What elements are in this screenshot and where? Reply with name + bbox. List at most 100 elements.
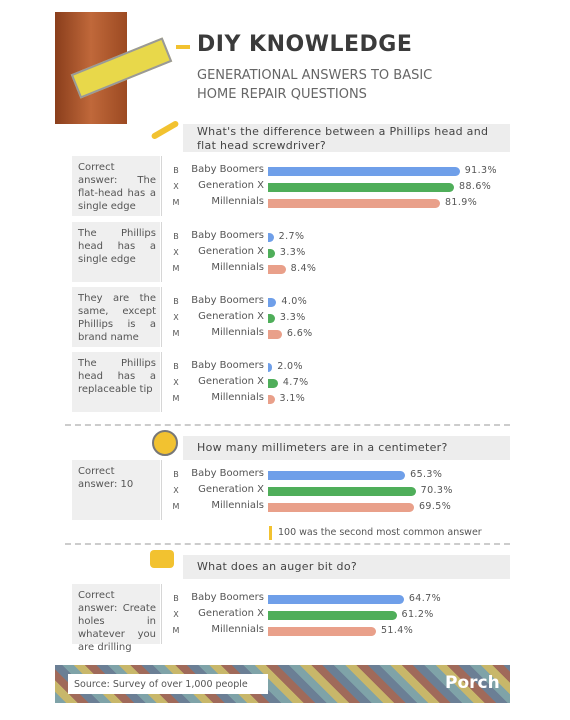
- value-label: 69.5%: [418, 501, 452, 512]
- bar: [268, 611, 397, 620]
- generation-letter: M: [172, 198, 180, 207]
- generation-letter: M: [172, 394, 180, 403]
- screwdriver-icon: [150, 119, 180, 141]
- value-label: 3.3%: [279, 247, 306, 258]
- bar: [268, 183, 455, 192]
- generation-letter: M: [172, 626, 180, 635]
- value-label: 61.2%: [401, 609, 434, 620]
- generation-letter: M: [172, 329, 180, 338]
- answer: The Phillips head has a replaceable tip: [78, 358, 156, 395]
- generation-letter: M: [172, 502, 180, 511]
- generation-letter: X: [173, 486, 179, 495]
- bar: [268, 298, 277, 307]
- bar: [268, 265, 286, 274]
- answer: Correct answer: 10: [78, 466, 134, 490]
- bar: [268, 167, 460, 176]
- generation-name: Generation X: [198, 311, 264, 322]
- bar: [268, 395, 275, 404]
- generation-letter: B: [173, 297, 179, 306]
- source: Source: Survey of over 1,000 people: [74, 679, 248, 690]
- answer-box: [72, 460, 160, 520]
- bar: [268, 199, 440, 208]
- generation-letter: B: [173, 594, 179, 603]
- divider: [161, 287, 162, 347]
- value-label: 64.7%: [408, 593, 442, 604]
- generation-name: Generation X: [198, 484, 264, 495]
- answer-box: [72, 584, 160, 644]
- bar: [268, 503, 414, 512]
- value-label: 2.0%: [277, 361, 303, 372]
- answer: Correct answer: The flat-head has a sing…: [78, 162, 156, 212]
- value-label: 4.7%: [282, 377, 309, 388]
- answer: Correct answer: Create holes in whatever…: [78, 590, 156, 653]
- bar: [268, 249, 275, 258]
- divider: [161, 584, 162, 644]
- answer: The Phillips head has a single edge: [78, 228, 156, 265]
- value-label: 81.9%: [444, 197, 478, 208]
- generation-name: Millennials: [211, 624, 264, 635]
- question-band: [183, 555, 510, 579]
- question: What does an auger bit do?: [197, 560, 357, 573]
- generation-name: Generation X: [198, 246, 264, 257]
- bar: [268, 595, 404, 604]
- generation-name: Millennials: [211, 327, 264, 338]
- generation-name: Millennials: [211, 500, 264, 511]
- bar: [268, 233, 274, 242]
- answer: They are the same, except Phillips is a …: [78, 293, 156, 343]
- bar: [268, 330, 282, 339]
- value-label: 70.3%: [420, 485, 453, 496]
- bar: [268, 363, 273, 372]
- generation-name: Generation X: [198, 180, 264, 191]
- generation-name: Baby Boomers: [191, 230, 264, 241]
- accent: [176, 45, 190, 49]
- answer-box: [72, 287, 160, 347]
- drill-icon: [150, 550, 174, 568]
- bar: [268, 627, 376, 636]
- value-label: 65.3%: [410, 469, 443, 480]
- value-label: 3.3%: [279, 312, 306, 323]
- generation-letter: B: [173, 362, 179, 371]
- generation-name: Millennials: [211, 262, 264, 273]
- title: DIY KNOWLEDGE: [197, 32, 413, 57]
- generation-letter: M: [172, 264, 180, 273]
- generation-letter: X: [173, 378, 179, 387]
- separator: [65, 424, 510, 426]
- value-label: 88.6%: [459, 181, 492, 192]
- generation-letter: X: [173, 182, 179, 191]
- note: 100 was the second most common answer: [278, 527, 482, 538]
- generation-name: Generation X: [198, 608, 264, 619]
- generation-letter: X: [173, 248, 179, 257]
- generation-letter: X: [173, 313, 179, 322]
- source-box: [68, 674, 268, 694]
- question-band: [183, 436, 510, 460]
- question: What's the difference between a Phillips…: [197, 125, 489, 152]
- generation-letter: B: [173, 166, 179, 175]
- generation-letter: X: [173, 610, 179, 619]
- generation-letter: B: [173, 470, 179, 479]
- bar: [268, 487, 416, 496]
- bar: [268, 379, 278, 388]
- question-band: [183, 124, 510, 152]
- value-label: 6.6%: [286, 328, 313, 339]
- answer-box: [72, 156, 160, 216]
- value-label: 8.4%: [290, 263, 317, 274]
- generation-name: Baby Boomers: [191, 468, 264, 479]
- divider: [161, 156, 162, 216]
- generation-name: Baby Boomers: [191, 592, 264, 603]
- bar: [268, 314, 275, 323]
- note-accent: [269, 526, 272, 540]
- value-label: 51.4%: [380, 625, 414, 636]
- generation-name: Generation X: [198, 376, 264, 387]
- value-label: 91.3%: [464, 165, 497, 176]
- generation-name: Baby Boomers: [191, 360, 264, 371]
- value-label: 4.0%: [281, 296, 308, 307]
- subtitle: GENERATIONAL ANSWERS TO BASIC HOME REPAI…: [197, 68, 433, 102]
- bar: [268, 471, 406, 480]
- generation-name: Millennials: [211, 392, 264, 403]
- answer-box: [72, 352, 160, 412]
- brand: Porch: [445, 673, 500, 693]
- question: How many millimeters are in a centimeter…: [197, 441, 448, 454]
- value-label: 2.7%: [278, 231, 305, 242]
- divider: [161, 352, 162, 412]
